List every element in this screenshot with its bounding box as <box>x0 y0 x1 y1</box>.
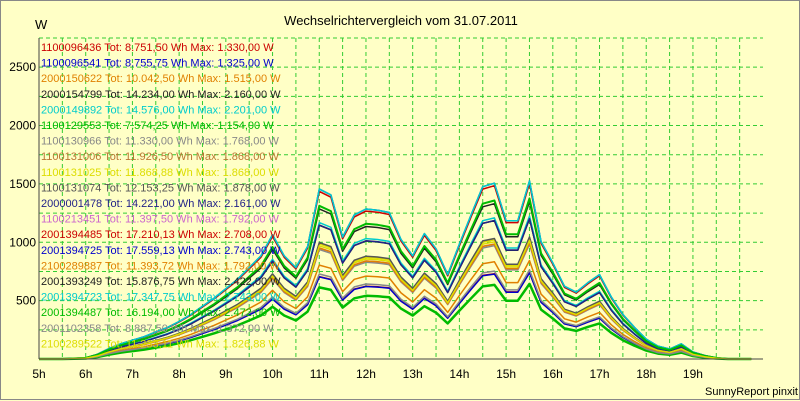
series-line-2001394723 <box>39 180 752 360</box>
y-tick-label: 500 <box>16 294 36 308</box>
series-line-2000150622 <box>39 259 752 360</box>
legend-entry: 2100289887 Tot: 11.393,72 Wh Max: 1.792,… <box>41 260 280 272</box>
legend-entry: 2000150622 Tot: 10.042,50 Wh Max: 1.515,… <box>41 73 281 85</box>
x-tick-label: 17h <box>590 367 610 381</box>
x-tick-label: 10h <box>263 367 283 381</box>
legend-entry: 1100129553 Tot: 7.574,25 Wh Max: 1.154,0… <box>41 120 274 132</box>
legend-entry: 2000001478 Tot: 14.221,00 Wh Max: 2.161,… <box>41 198 281 210</box>
legend-entry: 2001102358 Tot: 8.887,50 Wh Max: 1.372,0… <box>41 323 274 335</box>
legend-entry: 1100096436 Tot: 8.751,50 Wh Max: 1.330,0… <box>41 42 274 54</box>
legend-entry: 2000154799 Tot: 14.234,00 Wh Max: 2.160,… <box>41 89 281 101</box>
y-tick-label: 2000 <box>9 119 36 133</box>
legend-entry: 2000149892 Tot: 14.576,00 Wh Max: 2.201,… <box>41 104 281 116</box>
legend-entry: 1100131006 Tot: 11.926,50 Wh Max: 1.868,… <box>41 151 280 163</box>
footer-credit: SunnyReport pinxit <box>705 386 798 398</box>
legend-entry: 2001393249 Tot: 15.876,75 Wh Max: 2.422,… <box>41 276 281 288</box>
series-line-1100129553 <box>39 282 752 361</box>
legend-entry: 2100289522 Tot: 11.233,11 Wh Max: 1.826,… <box>41 338 280 350</box>
axes: 5h 6h 7h 8h 9h 10h 11h 12h 13h 14h 15h 16h 17h 18h 19h… <box>9 38 763 381</box>
legend: 1100096436 Tot: 8.751,50 Wh Max: 1.330,0… <box>41 42 281 350</box>
series-line-2100289522 <box>39 239 752 360</box>
legend-entry: 1100131074 Tot: 12.153,25 Wh Max: 1.878,… <box>41 182 280 194</box>
x-tick-label: 8h <box>172 367 185 381</box>
legend-entry: 1100131025 Tot: 11.868,88 Wh Max: 1.868,… <box>41 167 280 179</box>
x-tick-label: 12h <box>356 367 376 381</box>
x-tick-label: 9h <box>219 367 232 381</box>
x-tick-label: 14h <box>449 367 469 381</box>
series-line-2000001478 <box>39 217 752 360</box>
legend-entry: 2001394725 Tot: 17.559,13 Wh Max: 2.743,… <box>41 245 281 257</box>
x-tick-label: 6h <box>79 367 92 381</box>
legend-entry: 2001394485 Tot: 17.210,13 Wh Max: 2.708,… <box>41 229 281 241</box>
legend-entry: 1100096541 Tot: 8.755,75 Wh Max: 1.325,0… <box>41 58 274 70</box>
x-tick-label: 7h <box>126 367 139 381</box>
chart-title: Wechselrichtervergleich vom 31.07.2011 <box>284 13 518 28</box>
y-tick-label: 1500 <box>9 177 36 191</box>
legend-entry: 1100213451 Tot: 11.397,50 Wh Max: 1.792,… <box>41 214 280 226</box>
x-tick-label: 19h <box>683 367 703 381</box>
legend-entry: 2001394487 Tot: 16.194,00 Wh Max: 2.472,… <box>41 307 281 319</box>
x-tick-label: 16h <box>543 367 563 381</box>
y-axis-label: W <box>35 17 48 32</box>
legend-entry: 2001394723 Tot: 17.347,75 Wh Max: 2.743,… <box>41 292 281 304</box>
y-tick-label: 2500 <box>9 60 36 74</box>
series-lines <box>39 180 752 361</box>
x-tick-label: 5h <box>32 367 45 381</box>
legend-entry: 1100130966 Tot: 11.330,00 Wh Max: 1.768,… <box>41 136 280 148</box>
y-tick-label: 1000 <box>9 235 36 249</box>
series-line-2001394487 <box>39 197 752 360</box>
x-tick-label: 15h <box>496 367 516 381</box>
x-tick-label: 13h <box>403 367 423 381</box>
series-line-2001102358 <box>39 269 752 360</box>
x-tick-label: 18h <box>636 367 656 381</box>
x-tick-label: 11h <box>310 367 329 381</box>
